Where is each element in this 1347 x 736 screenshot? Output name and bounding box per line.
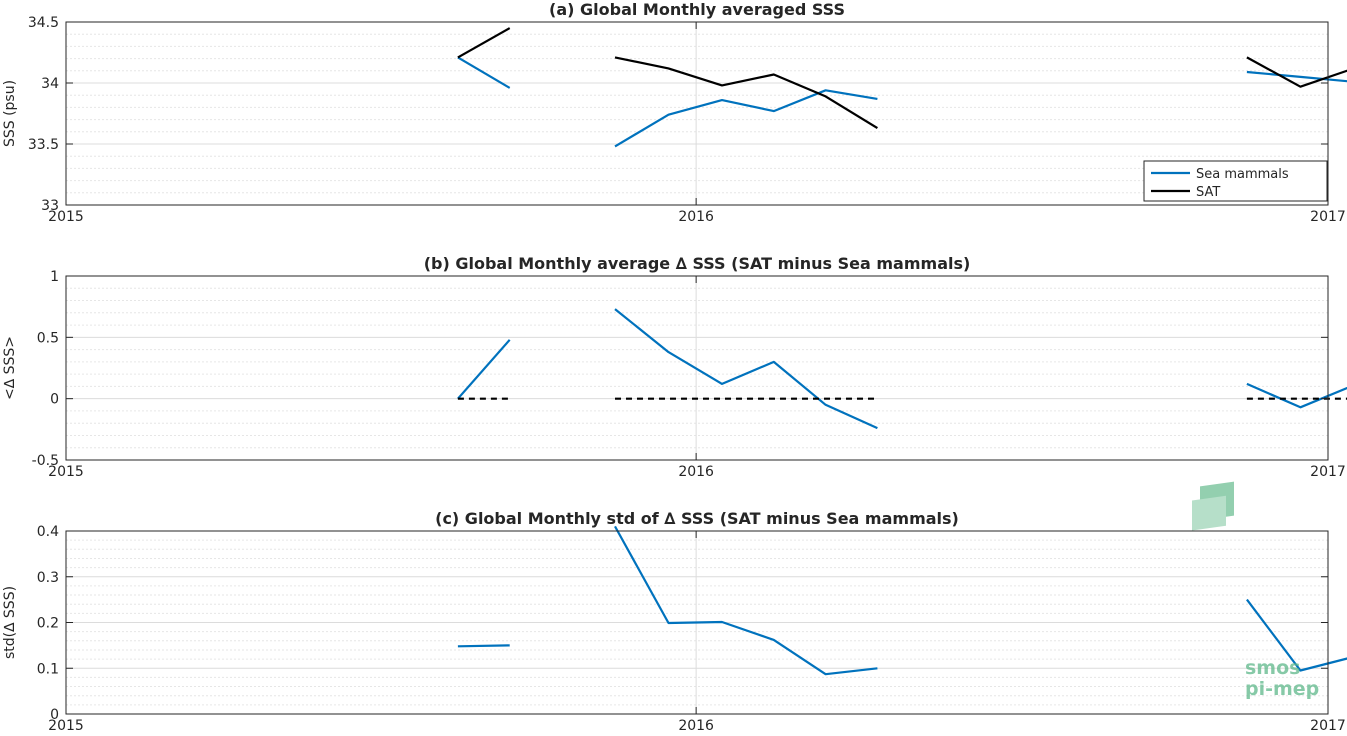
series-line xyxy=(457,644,510,648)
axes-frame xyxy=(65,275,1329,461)
legend-box xyxy=(1143,160,1328,202)
logo-mark-back xyxy=(1192,495,1226,531)
panel-b: -0.5 0 0.5 1 2015 2016 2017 (b) Global Monthly … xyxy=(2,254,1347,480)
y-tick-label: 0.3 xyxy=(37,570,59,586)
y-tick-label: 0.2 xyxy=(37,616,59,632)
x-tick-label: 2017 xyxy=(1310,464,1346,480)
logo-text-pi-mep: pi-mep xyxy=(1245,678,1319,700)
chart-title: (c) Global Monthly std of ∆ SSS (SAT min… xyxy=(435,509,959,528)
y-tick-label: 0 xyxy=(50,392,59,408)
series-line xyxy=(614,89,878,148)
y-tick-label: 1 xyxy=(50,269,59,285)
x-tick-label: 2015 xyxy=(48,464,84,480)
series-line xyxy=(614,308,878,430)
x-tick-label: 2016 xyxy=(678,718,714,734)
legend-label: Sea mammals xyxy=(1196,167,1289,182)
series-line xyxy=(1246,598,1347,672)
x-tick-label: 2016 xyxy=(678,209,714,225)
series-line xyxy=(614,56,878,130)
smos-pi-mep-logo: smos pi-mep xyxy=(1192,481,1319,700)
plot-area xyxy=(66,22,1328,205)
legend-label: SAT xyxy=(1196,185,1220,200)
series-line xyxy=(457,56,511,89)
series-line xyxy=(614,525,878,676)
y-tick-label: 0.5 xyxy=(37,330,59,346)
series-line xyxy=(457,27,511,59)
axes-frame xyxy=(65,21,1329,206)
x-tick-label: 2017 xyxy=(1310,718,1346,734)
x-tick-label: 2017 xyxy=(1310,209,1346,225)
series-line xyxy=(1246,382,1347,409)
logo-text-smos: smos xyxy=(1245,657,1300,679)
x-tick-label: 2015 xyxy=(48,718,84,734)
y-tick-label: 0 xyxy=(50,707,59,723)
panel-a: 33 33.5 34 34.5 2015 2016 2017 (a) Global Month… xyxy=(2,0,1347,225)
y-tick-label: -0.5 xyxy=(32,453,59,469)
series-line xyxy=(1246,56,1347,88)
chart-title: (a) Global Monthly averaged SSS xyxy=(549,0,845,19)
y-tick-label: 33 xyxy=(41,198,59,214)
y-tick-label: 33.5 xyxy=(28,137,59,153)
y-tick-label: 0.1 xyxy=(37,661,59,677)
series-line xyxy=(457,339,511,400)
x-tick-label: 2015 xyxy=(48,209,84,225)
series-line xyxy=(1246,70,1347,83)
y-axis-label: <∆ SSS> xyxy=(2,336,18,400)
panel-c: 0 0.1 0.2 0.3 0.4 2015 2016 2017 (c) Global Mont… xyxy=(2,509,1347,734)
y-tick-label: 34 xyxy=(41,76,59,92)
y-axis-label: SSS (psu) xyxy=(2,80,18,147)
legend: Sea mammals SAT xyxy=(1143,160,1328,202)
y-axis-label: std(∆ SSS) xyxy=(2,586,18,659)
y-tick-label: 34.5 xyxy=(28,15,59,31)
chart-title: (b) Global Monthly average ∆ SSS (SAT mi… xyxy=(424,254,971,273)
y-tick-label: 0.4 xyxy=(37,524,59,540)
x-tick-label: 2016 xyxy=(678,464,714,480)
